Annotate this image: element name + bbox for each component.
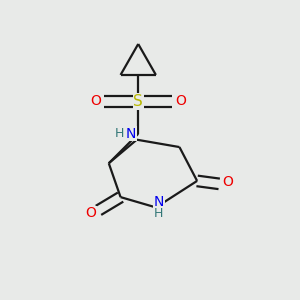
Text: H: H (154, 207, 164, 220)
Text: H: H (114, 127, 124, 140)
Text: O: O (86, 206, 97, 220)
Text: N: N (126, 127, 136, 141)
Text: O: O (90, 94, 101, 108)
Text: O: O (176, 94, 186, 108)
Text: S: S (133, 94, 143, 109)
Text: O: O (222, 176, 233, 189)
Text: N: N (154, 194, 164, 208)
